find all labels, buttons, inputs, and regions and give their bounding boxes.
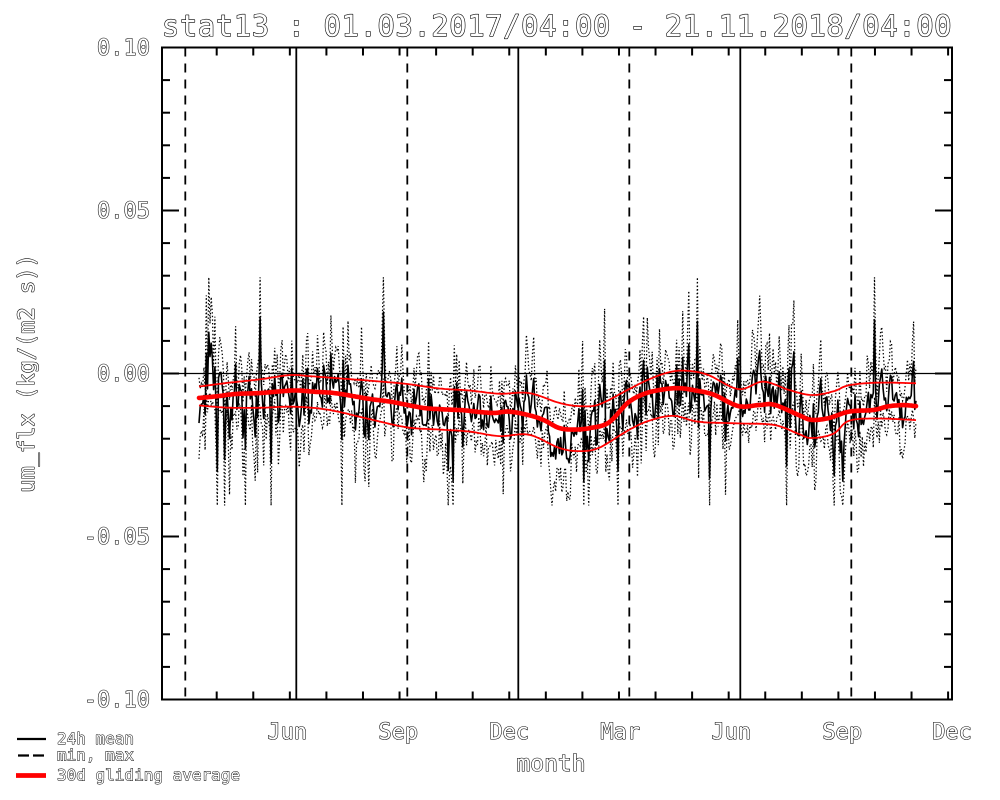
chart-title: stat13 : 01.03.2017/04:00 - 21.11.2018/0… xyxy=(162,9,952,43)
legend-label-30d-average: 30d gliding average xyxy=(57,766,240,785)
x-tick-label: Dec xyxy=(489,720,529,745)
gliding-average-min-line xyxy=(198,404,917,453)
data-series xyxy=(196,277,919,506)
gliding-average-max-line xyxy=(198,369,917,408)
x-tick-label: Sep xyxy=(822,720,862,745)
y-tick-label: 0.05 xyxy=(97,199,150,224)
x-tick-label: Dec xyxy=(932,720,972,745)
legend-label-min-max: min, max xyxy=(57,746,134,765)
x-axis-label: month xyxy=(516,751,585,777)
daily-max-dotted-line xyxy=(198,277,917,434)
gridlines xyxy=(162,47,952,700)
axis-box xyxy=(161,46,953,701)
y-axis-label: um_flx (kg/(m2 s)) xyxy=(15,254,40,492)
gliding-average-line xyxy=(196,385,919,432)
x-tick-label: Jun xyxy=(267,720,307,745)
legend-label-24h-mean: 24h mean xyxy=(57,729,134,748)
x-tick-label: Sep xyxy=(378,720,418,745)
legend: 24h mean min, max 30d gliding average xyxy=(16,729,241,785)
daily-min-dotted-line xyxy=(198,378,917,506)
y-tick-label: -0.05 xyxy=(84,525,150,550)
y-tick-label: 0.00 xyxy=(97,362,150,387)
y-tick-label: 0.10 xyxy=(97,36,150,61)
tick-labels: 0.10 0.05 0.00 -0.05 -0.10 Jun Sep Dec Mar Jun Sep… xyxy=(83,35,972,745)
x-tick-label: Mar xyxy=(600,720,640,745)
y-tick-label: -0.10 xyxy=(84,688,150,713)
x-tick-label: Jun xyxy=(711,720,751,745)
